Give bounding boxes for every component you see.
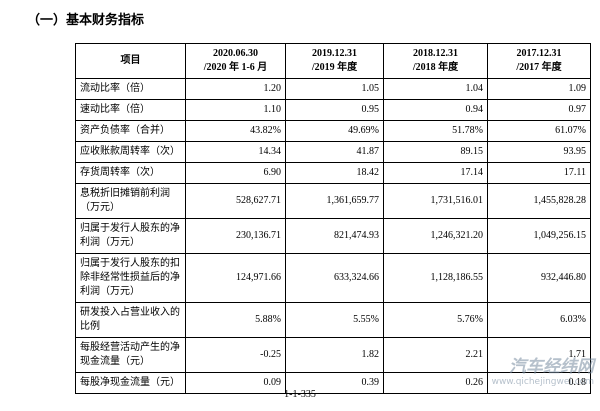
cell-value: -0.25	[185, 337, 286, 373]
table-body: 流动比率（倍） 1.20 1.05 1.04 1.09 速动比率（倍） 1.10 0.95 0.…	[75, 78, 591, 394]
cell-value: 1,246,321.20	[383, 218, 488, 254]
cell-value: 43.82%	[185, 120, 286, 142]
page-number: 1-1-335	[284, 389, 316, 400]
watermark: 汽车经纬网 www.qichejingwei.com	[492, 352, 594, 387]
cell-value: 1.10	[185, 99, 286, 121]
row-label: 应收账款周转率（次）	[75, 141, 186, 163]
table-row: 息税折旧摊销前利润（万元） 528,627.71 1,361,659.77 1,731…	[75, 183, 591, 219]
cell-value: 1.09	[487, 78, 591, 100]
table-row: 存货周转率（次） 6.90 18.42 17.14 17.11	[75, 162, 591, 184]
section-title: （一）基本财务指标	[27, 13, 145, 28]
row-label: 每股经营活动产生的净现金流量（元）	[75, 337, 186, 373]
row-label: 存货周转率（次）	[75, 162, 186, 184]
cell-value: 0.95	[285, 99, 384, 121]
row-label: 研发投入占营业收入的比例	[75, 302, 186, 338]
cell-value: 89.15	[383, 141, 488, 163]
row-label: 每股净现金流量（元）	[75, 372, 186, 394]
column-header: 2019.12.31/2019 年度	[285, 43, 384, 79]
column-header: 2017.12.31/2017 年度	[487, 43, 591, 79]
cell-value: 49.69%	[285, 120, 384, 142]
header-line: 项目	[120, 55, 141, 66]
column-header: 2018.12.31/2018 年度	[383, 43, 488, 79]
row-label: 息税折旧摊销前利润（万元）	[75, 183, 186, 219]
cell-value: 6.03%	[487, 302, 591, 338]
table-row: 每股经营活动产生的净现金流量（元） -0.25 1.82 2.21 1.71	[75, 337, 591, 373]
cell-value: 528,627.71	[185, 183, 286, 219]
cell-value: 1,361,659.77	[285, 183, 384, 219]
cell-value: 821,474.93	[285, 218, 384, 254]
table-row: 归属于发行人股东的净利润（万元） 230,136.71 821,474.93 1,24…	[75, 218, 591, 254]
cell-value: 0.97	[487, 99, 591, 121]
table-row: 研发投入占营业收入的比例 5.88% 5.55% 5.76% 6.03%	[75, 302, 591, 338]
cell-value: 14.34	[185, 141, 286, 163]
row-label: 归属于发行人股东的扣除非经常性损益后的净利润（万元）	[75, 253, 186, 303]
cell-value: 0.94	[383, 99, 488, 121]
header-line: /2017 年度	[516, 62, 562, 73]
header-line: /2020 年 1-6 月	[203, 62, 268, 73]
cell-value: 0.18	[487, 372, 591, 394]
row-label: 资产负债率（合并）	[75, 120, 186, 142]
cell-value: 17.14	[383, 162, 488, 184]
table-row: 流动比率（倍） 1.20 1.05 1.04 1.09	[75, 78, 591, 100]
cell-value: 1,128,186.55	[383, 253, 488, 303]
cell-value: 932,446.80	[487, 253, 591, 303]
row-label: 流动比率（倍）	[75, 78, 186, 100]
header-line: 2017.12.31	[516, 48, 562, 59]
cell-value: 1,049,256.15	[487, 218, 591, 254]
cell-value: 6.90	[185, 162, 286, 184]
row-label: 速动比率（倍）	[75, 99, 186, 121]
header-line: /2019 年度	[311, 62, 358, 73]
cell-value: 1,455,828.28	[487, 183, 591, 219]
cell-value: 1.71	[487, 337, 591, 373]
column-header: 项目	[75, 43, 186, 79]
table-row: 每股净现金流量（元） 0.09 0.39 0.26 0.18	[75, 372, 591, 394]
cell-value: 633,324.66	[285, 253, 384, 303]
cell-value: 0.26	[383, 372, 488, 394]
cell-value: 5.55%	[285, 302, 384, 338]
cell-value: 51.78%	[383, 120, 488, 142]
cell-value: 1.82	[285, 337, 384, 373]
cell-value: 5.88%	[185, 302, 286, 338]
table-row: 速动比率（倍） 1.10 0.95 0.94 0.97	[75, 99, 591, 121]
cell-value: 5.76%	[383, 302, 488, 338]
column-header: 2020.06.30/2020 年 1-6 月	[185, 43, 286, 79]
cell-value: 1.04	[383, 78, 488, 100]
watermark-name: 汽车经纬网	[509, 357, 594, 377]
header-line: 2018.12.31	[413, 48, 458, 59]
row-label: 归属于发行人股东的净利润（万元）	[75, 218, 186, 254]
header-row: 项目 2020.06.30/2020 年 1-6 月 2019.12.31/2019…	[75, 43, 591, 79]
header-line: /2018 年度	[412, 62, 459, 73]
cell-value: 18.42	[285, 162, 384, 184]
cell-value: 93.95	[487, 141, 591, 163]
header-line: 2019.12.31	[312, 48, 357, 59]
cell-value: 124,971.66	[185, 253, 286, 303]
cell-value: 61.07%	[487, 120, 591, 142]
cell-value: 1,731,516.01	[383, 183, 488, 219]
watermark-url: www.qichejingwei.com	[491, 377, 594, 387]
cell-value: 2.21	[383, 337, 488, 373]
header-line: 2020.06.30	[213, 48, 258, 59]
table-row: 资产负债率（合并） 43.82% 49.69% 51.78% 61.07%	[75, 120, 591, 142]
financial-table: 项目 2020.06.30/2020 年 1-6 月 2019.12.31/2019…	[75, 43, 591, 394]
table-row: 归属于发行人股东的扣除非经常性损益后的净利润（万元） 124,971.66 633,…	[75, 253, 591, 303]
cell-value: 41.87	[285, 141, 384, 163]
cell-value: 230,136.71	[185, 218, 286, 254]
table-row: 应收账款周转率（次） 14.34 41.87 89.15 93.95	[75, 141, 591, 163]
cell-value: 17.11	[487, 162, 591, 184]
cell-value: 1.05	[285, 78, 384, 100]
cell-value: 1.20	[185, 78, 286, 100]
